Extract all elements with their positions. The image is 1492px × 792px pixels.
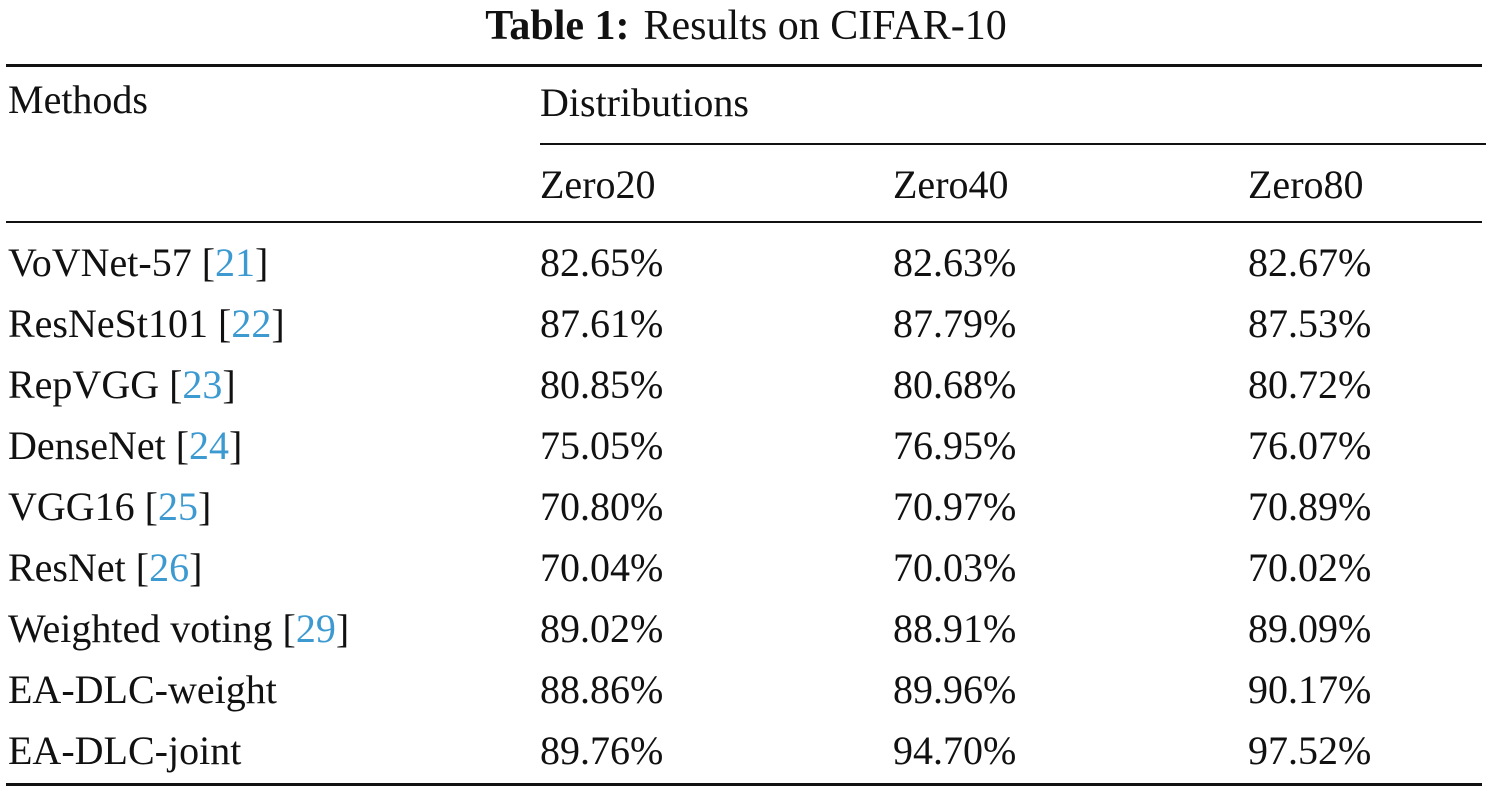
method-cell: ResNet [26] <box>8 543 202 593</box>
citation-bracket-close: ] <box>255 240 269 285</box>
method-cell: EA-DLC-joint <box>8 726 241 776</box>
citation-link[interactable]: 21 <box>215 240 256 285</box>
value-cell: 87.61% <box>540 301 664 346</box>
table-row: ResNeSt101 [22] 87.61% 87.79% 87.53% <box>0 294 1492 354</box>
method-cell: ResNeSt101 [22] <box>8 299 285 349</box>
header-zero40: Zero40 <box>893 162 1009 207</box>
table-row: VoVNet-57 [21] 82.65% 82.63% 82.67% <box>0 233 1492 293</box>
method-name: VGG16 <box>8 484 135 529</box>
citation-link[interactable]: 29 <box>295 606 336 651</box>
table-caption: Table 1: Results on CIFAR-10 <box>0 0 1492 52</box>
citation-bracket-open: [ <box>165 423 190 468</box>
table-row: ResNet [26] 70.04% 70.03% 70.02% <box>0 538 1492 598</box>
method-cell: EA-DLC-weight <box>8 665 277 715</box>
citation-bracket-close: ] <box>335 606 350 651</box>
header-distributions: Distributions <box>540 80 749 125</box>
caption-label: Table 1: <box>485 3 630 49</box>
value-cell: 89.02% <box>540 606 664 651</box>
bottom-rule <box>6 783 1482 786</box>
table-row: EA-DLC-joint 89.76% 94.70% 97.52% <box>0 721 1492 781</box>
method-name: ResNet <box>8 545 126 590</box>
table-row: VGG16 [25] 70.80% 70.97% 70.89% <box>0 477 1492 537</box>
citation-bracket-open: [ <box>134 484 158 529</box>
table-row: RepVGG [23] 80.85% 80.68% 80.72% <box>0 355 1492 415</box>
citation-bracket-close: ] <box>271 301 285 346</box>
citation-bracket-open: [ <box>272 606 296 651</box>
value-cell: 89.96% <box>893 667 1017 712</box>
value-cell: 70.89% <box>1248 484 1372 529</box>
citation-bracket-open: [ <box>208 301 232 346</box>
value-cell: 88.91% <box>893 606 1017 651</box>
citation-link[interactable]: 24 <box>189 423 230 468</box>
caption-text: Results on CIFAR-10 <box>643 3 1007 49</box>
citation-link[interactable]: 26 <box>149 545 190 590</box>
method-name: EA-DLC-weight <box>8 667 277 712</box>
method-name: DenseNet <box>8 423 166 468</box>
citation-link[interactable]: 25 <box>158 484 198 529</box>
value-cell: 82.67% <box>1248 240 1372 285</box>
value-cell: 89.09% <box>1248 606 1372 651</box>
citation-bracket-close: ] <box>189 545 203 590</box>
top-rule <box>6 64 1482 67</box>
value-cell: 82.63% <box>893 240 1017 285</box>
value-cell: 76.07% <box>1248 423 1372 468</box>
method-cell: VGG16 [25] <box>8 482 211 532</box>
citation-bracket-open: [ <box>125 545 150 590</box>
citation-bracket-close: ] <box>198 484 212 529</box>
method-cell: DenseNet [24] <box>8 421 242 471</box>
value-cell: 82.65% <box>540 240 664 285</box>
table-row: DenseNet [24] 75.05% 76.95% 76.07% <box>0 416 1492 476</box>
value-cell: 70.02% <box>1248 545 1372 590</box>
value-cell: 87.79% <box>893 301 1017 346</box>
value-cell: 75.05% <box>540 423 664 468</box>
value-cell: 76.95% <box>893 423 1017 468</box>
citation-bracket-open: [ <box>159 362 183 407</box>
citation-bracket-close: ] <box>229 423 243 468</box>
value-cell: 80.72% <box>1248 362 1372 407</box>
header-rule <box>6 221 1482 223</box>
method-name: Weighted voting <box>8 606 273 651</box>
value-cell: 97.52% <box>1248 728 1372 773</box>
value-cell: 89.76% <box>540 728 664 773</box>
header-zero20: Zero20 <box>540 162 656 207</box>
method-name: ResNeSt101 <box>8 301 208 346</box>
method-name: VoVNet-57 <box>8 240 192 285</box>
method-cell: VoVNet-57 [21] <box>8 238 268 288</box>
value-cell: 80.85% <box>540 362 664 407</box>
value-cell: 70.04% <box>540 545 664 590</box>
method-cell: RepVGG [23] <box>8 360 236 410</box>
value-cell: 94.70% <box>893 728 1017 773</box>
value-cell: 70.03% <box>893 545 1017 590</box>
group-rule <box>540 143 1486 145</box>
value-cell: 88.86% <box>540 667 664 712</box>
value-cell: 70.80% <box>540 484 664 529</box>
value-cell: 90.17% <box>1248 667 1372 712</box>
method-name: EA-DLC-joint <box>8 728 242 773</box>
header-methods: Methods <box>8 77 148 122</box>
citation-bracket-open: [ <box>191 240 216 285</box>
value-cell: 70.97% <box>893 484 1017 529</box>
citation-link[interactable]: 22 <box>231 301 272 346</box>
value-cell: 80.68% <box>893 362 1017 407</box>
table-row: Weighted voting [29] 89.02% 88.91% 89.09% <box>0 599 1492 659</box>
method-name: RepVGG <box>8 362 160 407</box>
table-row: EA-DLC-weight 88.86% 89.96% 90.17% <box>0 660 1492 720</box>
citation-link[interactable]: 23 <box>182 362 223 407</box>
header-zero80: Zero80 <box>1248 162 1364 207</box>
citation-bracket-close: ] <box>222 362 236 407</box>
method-cell: Weighted voting [29] <box>8 604 349 654</box>
value-cell: 87.53% <box>1248 301 1372 346</box>
